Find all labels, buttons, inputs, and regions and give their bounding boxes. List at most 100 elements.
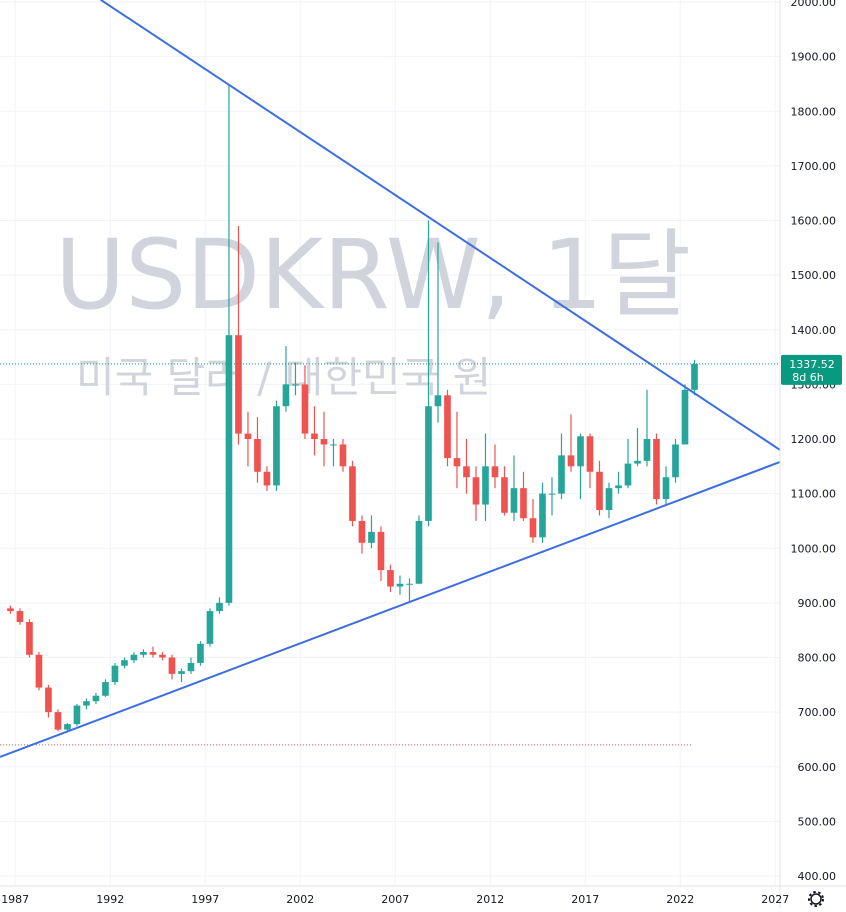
trend-line [0,461,780,758]
candle-body [54,712,62,730]
candle-body [7,608,14,612]
y-tick-label: 400.00 [798,870,837,883]
x-tick-label: 2027 [761,893,789,906]
candle-body [520,488,527,519]
y-tick-label: 1200.00 [791,433,837,446]
settings-icon[interactable] [808,891,824,907]
candle-body [539,493,546,538]
candle-body [643,439,651,461]
candle-body [396,583,404,587]
last-price-label: 1337.52 [789,358,835,371]
y-tick-label: 1800.00 [791,105,837,118]
candle-body [548,493,556,495]
x-tick-label: 1992 [96,893,124,906]
candle-body [453,458,461,467]
candle-body [339,444,347,467]
y-tick-label: 1000.00 [791,542,837,555]
candle-body [482,466,489,505]
y-tick-label: 2000.00 [791,0,837,9]
watermark-title: USDKRW, 1달 [55,219,691,331]
candle-body [472,477,480,505]
candle-body [349,466,356,521]
candle-body [377,531,385,571]
y-tick-label: 1600.00 [791,215,837,228]
trend-line [100,0,780,451]
candle-body [273,406,280,486]
candle-body [225,335,233,603]
candle-body [358,520,366,543]
candle-body [691,363,698,390]
candle-body [311,433,318,439]
candle-body [425,406,432,521]
y-tick-label: 700.00 [798,706,837,719]
countdown-label: 8d 6h [792,371,823,384]
candle-body [292,384,299,386]
y-tick-label: 1900.00 [791,51,837,64]
candle-body [434,395,442,407]
candle-body [605,488,613,511]
candle-body [368,531,375,543]
y-tick-label: 1400.00 [791,324,837,337]
candle-body [330,444,337,446]
candle-body [16,611,24,622]
candle-body [387,570,394,587]
candle-body [415,520,423,584]
candle-body [102,682,109,696]
candle-body [263,471,271,486]
candle-body [586,436,594,472]
y-tick-label: 800.00 [798,652,837,665]
candle-body [681,389,689,445]
candle-body [558,455,565,494]
candle-body [111,665,119,683]
candle-body [168,657,176,674]
candle-body [254,439,261,472]
candle-body [92,695,100,702]
candle-body [491,466,499,478]
candle-body [140,652,147,655]
x-tick-label: 2017 [571,893,599,906]
candle-body [73,705,81,725]
last-price-box [781,354,842,385]
x-tick-label: 2002 [286,893,314,906]
x-tick-label: 1997 [191,893,219,906]
y-tick-label: 600.00 [798,761,837,774]
candle-body [235,335,242,434]
candle-body [444,395,451,459]
x-tick-label: 1987 [1,893,29,906]
candle-body [662,477,670,500]
candle-body [577,436,584,467]
candle-body [567,455,575,467]
x-tick-label: 2012 [476,893,504,906]
candle-body [187,662,195,672]
candle-body [244,433,252,439]
candle-body [121,660,128,666]
x-tick-label: 2007 [381,893,409,906]
candle-body [159,654,166,658]
candle-body [206,611,214,644]
candle-body [672,444,679,478]
y-tick-label: 1500.00 [791,269,837,282]
candle-body [64,724,71,730]
candle-body [463,466,470,478]
candle-body [197,643,204,663]
candle-body [624,463,632,486]
y-tick-label: 1100.00 [791,488,837,501]
y-tick-label: 500.00 [798,815,837,828]
y-tick-label: 1700.00 [791,160,837,173]
candle-body [301,384,309,434]
candle-body [26,621,33,655]
candle-body [501,477,508,513]
candle-body [653,439,660,500]
candle-body [149,652,157,655]
candle-body [130,654,138,661]
candle-body [35,654,43,688]
y-tick-label: 900.00 [798,597,837,610]
candle-body [282,384,290,407]
candle-body [615,485,622,489]
candle-body [510,488,518,513]
candle-body [45,687,52,713]
candle-body [634,460,641,464]
candle-body [320,439,328,445]
candle-body [529,518,537,538]
